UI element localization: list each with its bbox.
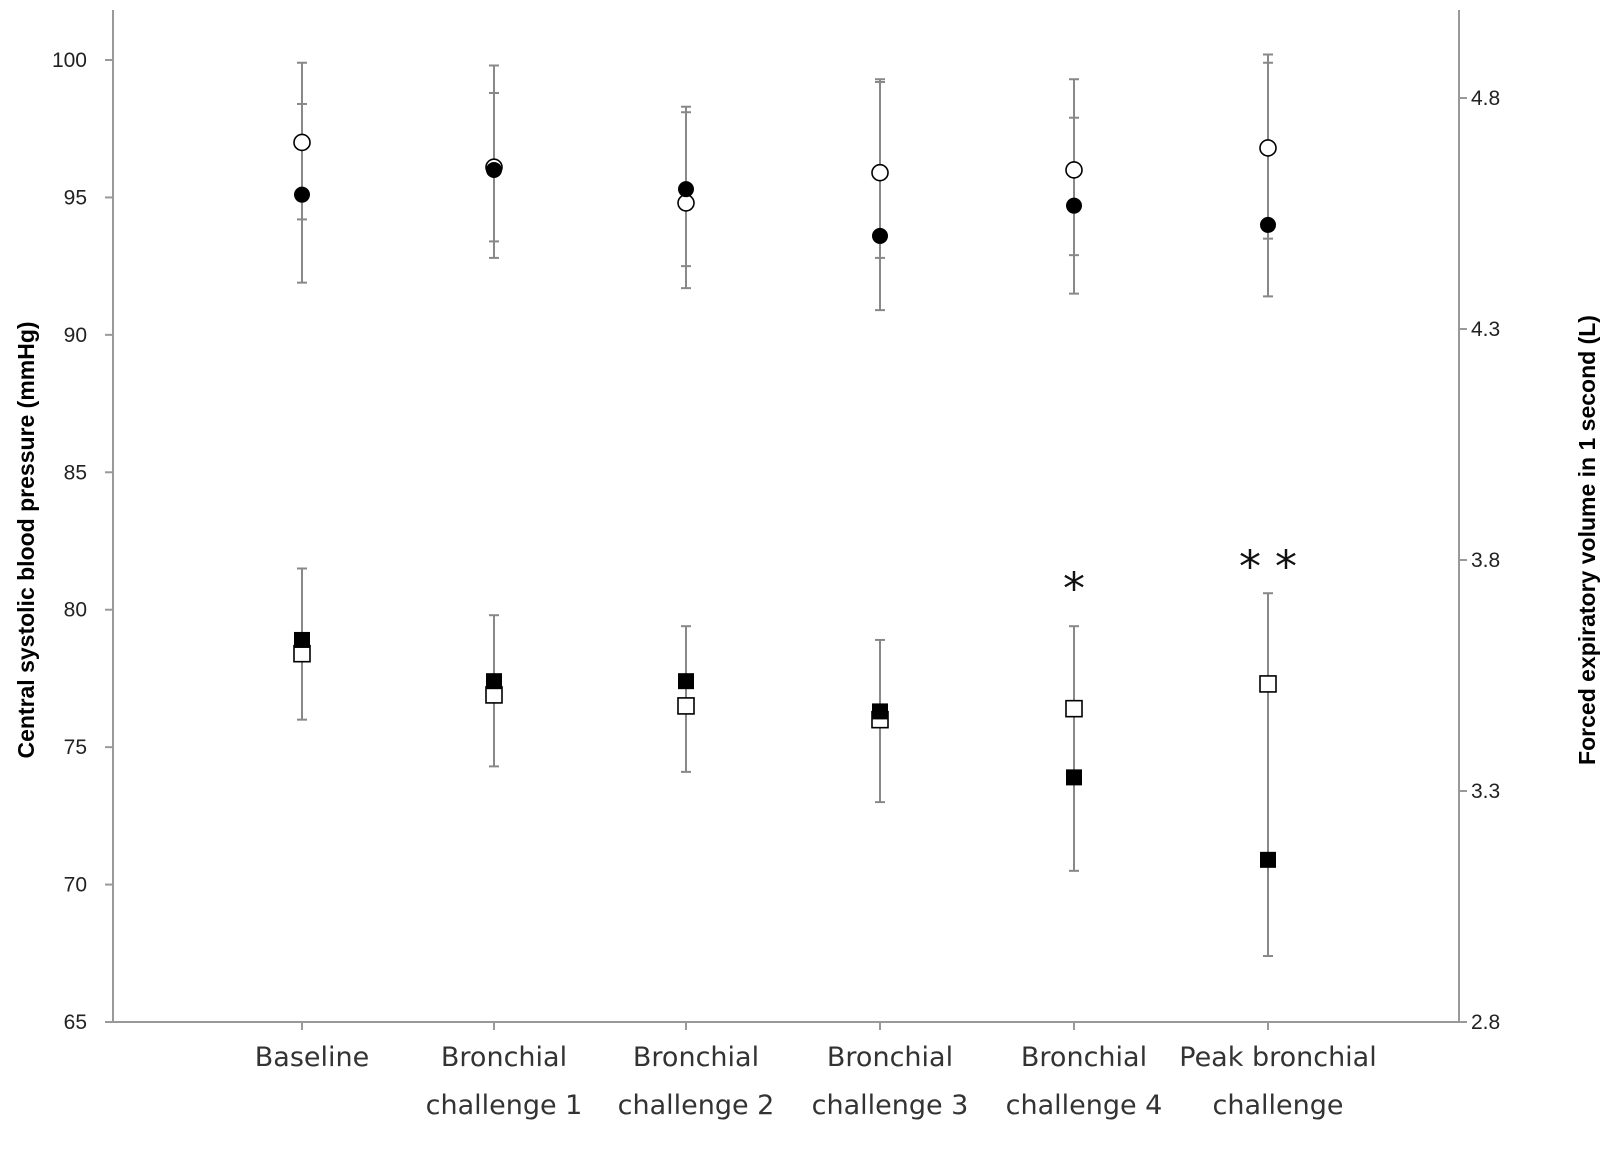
filled-circle-marker: [1260, 216, 1276, 233]
significance-annotations: * * *: [1063, 541, 1297, 614]
open-square-marker: [485, 686, 503, 704]
category-label-line: challenge 3: [812, 1090, 969, 1121]
filled-square-marker: [872, 703, 888, 720]
significance-marker: * *: [1239, 541, 1297, 592]
filled-square-marker: [294, 631, 310, 648]
filled-circle-marker: [1066, 197, 1082, 214]
category-label-line: challenge: [1213, 1090, 1344, 1121]
category-label-line: Bronchial: [827, 1042, 953, 1073]
category-label: Bronchial challenge 3: [812, 1042, 969, 1121]
left-tick-label: 95: [64, 186, 87, 209]
open-circle-marker: [1065, 161, 1083, 179]
filled-square-marker: [678, 673, 694, 690]
right-tick-label: 2.8: [1471, 1011, 1500, 1034]
left-tick-label: 90: [64, 324, 87, 347]
left-tick-label: 85: [64, 461, 87, 484]
category-label: Bronchial challenge 1: [426, 1042, 583, 1121]
right-tick-label: 4.8: [1471, 87, 1500, 110]
open-square-marker: [293, 644, 311, 663]
open-circle-marker: [871, 163, 889, 182]
left-tick-label: 65: [64, 1011, 87, 1034]
axes-group: [112, 10, 1460, 1023]
right-tick-label: 3.3: [1471, 780, 1500, 803]
category-label: Peak bronchial challenge: [1179, 1042, 1376, 1121]
left-axis-title: Central systolic blood pressure (mmHg): [13, 321, 39, 758]
data-markers: [293, 133, 1277, 868]
category-label: Bronchial challenge 4: [1006, 1042, 1163, 1121]
category-label: Baseline: [255, 1042, 369, 1073]
error-bars: [297, 53, 1273, 958]
filled-circle-marker: [294, 186, 310, 203]
left-tick-label: 100: [52, 49, 87, 72]
right-tick-label: 3.8: [1471, 549, 1500, 572]
filled-square-marker: [1066, 769, 1082, 786]
left-tick-label: 70: [64, 874, 87, 897]
category-label-line: challenge 1: [426, 1090, 583, 1121]
filled-circle-marker: [678, 181, 694, 198]
category-label-line: Bronchial: [633, 1042, 759, 1073]
category-label-line: Peak bronchial: [1179, 1042, 1376, 1073]
open-square-marker: [677, 697, 695, 715]
right-tick-label: 4.3: [1471, 318, 1500, 341]
category-label-line: Bronchial: [1021, 1042, 1147, 1073]
category-label-line: challenge 4: [1006, 1090, 1163, 1121]
open-square-marker: [1065, 699, 1083, 718]
open-circle-marker: [293, 133, 311, 152]
open-circle-marker: [1259, 139, 1277, 157]
category-label: Bronchial challenge 2: [618, 1042, 775, 1121]
left-axis-ticks: 65 70 75 80 85 90 95 100: [52, 49, 113, 1034]
category-label-line: challenge 2: [618, 1090, 775, 1121]
right-axis-ticks: 2.8 3.3 3.8 4.3 4.8: [1459, 87, 1500, 1034]
category-label-line: Bronchial: [441, 1042, 567, 1073]
filled-circle-marker: [486, 161, 502, 178]
category-labels: Baseline Bronchial challenge 1 Bronchial cha…: [255, 1022, 1377, 1121]
filled-circle-marker: [872, 227, 888, 244]
open-square-marker: [1259, 675, 1277, 693]
filled-square-marker: [486, 673, 502, 690]
filled-square-marker: [1260, 851, 1276, 868]
open-circle-marker: [677, 194, 695, 212]
significance-marker: *: [1063, 563, 1085, 614]
right-axis-title: Forced expiratory volume in 1 second (L): [1574, 315, 1600, 765]
left-tick-label: 80: [64, 599, 87, 622]
category-label-line: Baseline: [255, 1042, 369, 1073]
left-tick-label: 75: [64, 736, 87, 759]
